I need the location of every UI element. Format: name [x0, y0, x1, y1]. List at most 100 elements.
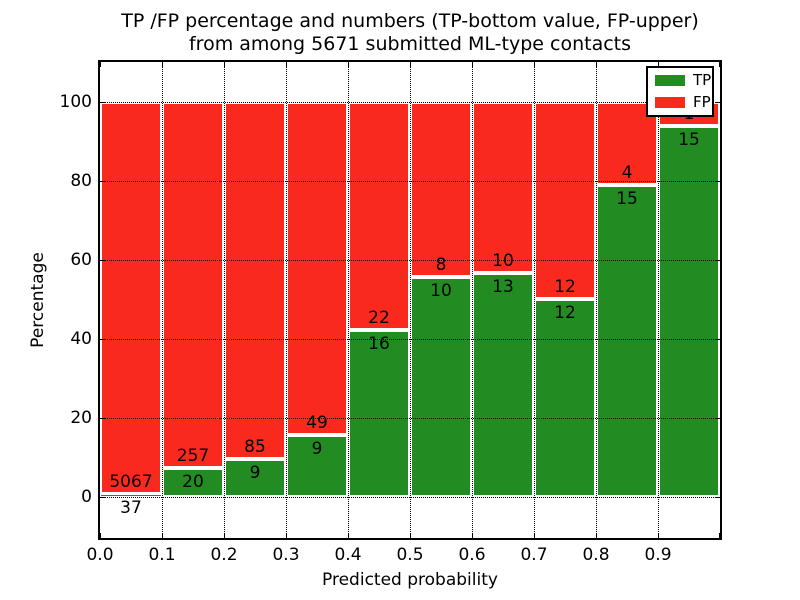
bar-tp-4: [348, 330, 410, 497]
tp-count-label-3: 9: [311, 439, 323, 460]
fp-count-label-4: 22: [368, 308, 390, 329]
x-tick-bottom: [100, 533, 101, 538]
y-tick-label-100: 100: [59, 91, 92, 112]
tp-count-label-4: 16: [368, 334, 390, 355]
bar-fp-5: [410, 101, 472, 278]
x-tick-top: [348, 62, 349, 67]
fp-count-label-5: 8: [435, 255, 447, 276]
chart-title: TP /FP percentage and numbers (TP-bottom…: [100, 10, 720, 56]
tp-count-label-2: 9: [249, 462, 261, 483]
fp-count-label-7: 12: [554, 277, 576, 297]
x-tick-label-0.9: 0.9: [644, 545, 672, 565]
fp-count-label-0: 5067: [109, 471, 153, 492]
bar-fp-2: [224, 101, 286, 459]
bar-fp-1: [162, 101, 224, 468]
y-tick-right: [715, 259, 720, 261]
fp-count-label-2: 85: [244, 436, 266, 457]
x-tick-label-0.3: 0.3: [272, 545, 300, 565]
bar-fp-3: [286, 101, 348, 436]
y-tick-right: [715, 101, 720, 103]
y-tick-label-0: 0: [81, 486, 92, 507]
x-tick-label-0.4: 0.4: [334, 545, 362, 565]
x-tick-bottom: [596, 533, 597, 538]
tp-count-label-9: 15: [678, 130, 700, 151]
gridline-x-4: [348, 62, 349, 538]
x-axis-label: Predicted probability: [322, 570, 498, 590]
x-tick-label-0.7: 0.7: [520, 545, 548, 565]
x-tick-label-0.2: 0.2: [210, 545, 238, 565]
legend-item-tp: TP: [655, 73, 712, 88]
legend-item-fp: FP: [655, 95, 712, 110]
x-tick-top: [658, 62, 659, 67]
bar-tp-2: [224, 458, 286, 497]
legend-label-tp: TP: [693, 71, 712, 89]
tp-count-label-6: 13: [492, 277, 514, 298]
y-tick-right: [715, 180, 720, 182]
x-tick-top: [410, 62, 411, 67]
bar-fp-0: [100, 101, 162, 494]
fp-count-label-1: 257: [176, 446, 210, 466]
x-tick-label-0.0: 0.0: [86, 545, 114, 565]
y-tick-label-60: 60: [70, 249, 92, 270]
x-tick-top: [472, 62, 473, 67]
bar-tp-7: [534, 299, 596, 497]
x-tick-bottom: [286, 533, 287, 538]
y-tick-right: [715, 417, 720, 419]
fp-count-label-3: 49: [306, 413, 328, 434]
bar-tp-8: [596, 184, 658, 497]
x-tick-label-0.6: 0.6: [458, 545, 486, 565]
bar-fp-4: [348, 101, 410, 331]
y-tick-left: [100, 496, 105, 498]
x-tick-top: [162, 62, 163, 67]
gridline-x-2: [224, 62, 225, 538]
x-tick-top: [719, 62, 720, 67]
y-tick-label-40: 40: [70, 328, 92, 349]
x-tick-top: [286, 62, 287, 67]
legend: TP FP: [646, 66, 714, 117]
y-tick-label-20: 20: [70, 407, 92, 428]
x-tick-bottom: [224, 533, 225, 538]
bar-tp-5: [410, 277, 472, 497]
bar-tp-6: [472, 273, 534, 497]
tp-legend-swatch-icon: [655, 75, 685, 86]
plot-area: TP FP 5067 37 257 20 85 9 49 9 22 16 8 10 10 13 12 12 4 1…: [98, 60, 722, 540]
bar-fp-7: [534, 101, 596, 299]
legend-label-fp: FP: [693, 93, 711, 111]
x-tick-top: [224, 62, 225, 67]
y-tick-left: [100, 101, 105, 103]
x-tick-top: [534, 62, 535, 67]
y-tick-left: [100, 417, 105, 419]
gridline-x-5: [410, 62, 411, 538]
x-tick-bottom: [534, 533, 535, 538]
bar-fp-6: [472, 101, 534, 274]
gridline-x-1: [162, 62, 163, 538]
gridline-x-7: [534, 62, 535, 538]
bar-tp-0: [100, 493, 162, 497]
tp-count-label-7: 12: [554, 303, 576, 323]
y-tick-right: [715, 338, 720, 340]
x-tick-bottom: [348, 533, 349, 538]
y-tick-label-80: 80: [70, 170, 92, 191]
x-tick-top: [100, 62, 101, 67]
bar-tp-3: [286, 435, 348, 497]
y-tick-right: [715, 496, 720, 498]
x-tick-bottom: [162, 533, 163, 538]
y-tick-left: [100, 180, 105, 182]
x-tick-top: [596, 62, 597, 67]
y-tick-left: [100, 259, 105, 261]
gridline-x-6: [472, 62, 473, 538]
bar-tp-1: [162, 468, 224, 497]
tp-count-label-0: 37: [120, 497, 142, 518]
gridline-x-3: [286, 62, 287, 538]
tp-count-label-8: 15: [616, 188, 638, 209]
x-tick-label-0.1: 0.1: [148, 545, 176, 565]
fp-count-label-6: 10: [492, 251, 514, 272]
fp-legend-swatch-icon: [655, 97, 685, 108]
gridline-x-8: [596, 62, 597, 538]
bar-tp-9: [658, 126, 720, 497]
fp-count-label-8: 4: [621, 162, 633, 183]
x-tick-bottom: [658, 533, 659, 538]
chart-title-line2: from among 5671 submitted ML-type contac…: [188, 33, 632, 55]
x-tick-bottom: [410, 533, 411, 538]
